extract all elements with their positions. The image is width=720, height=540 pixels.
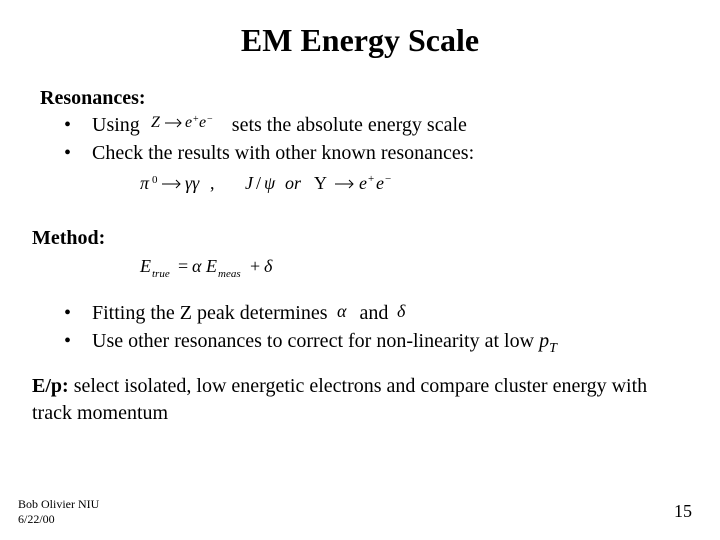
formula-other-resonances: π 0 γγ , J / ψ or Υ e + e − (140, 173, 690, 207)
svg-text:E: E (205, 256, 217, 276)
svg-text:δ: δ (397, 301, 406, 321)
resonances-bullet-2: • Check the results with other known res… (64, 140, 690, 167)
svg-text:,: , (210, 173, 215, 193)
eoverp-section: E/p: select isolated, low energetic elec… (32, 373, 690, 427)
svg-text:−: − (207, 114, 213, 125)
svg-text:δ: δ (264, 256, 273, 276)
svg-text:α: α (192, 256, 202, 276)
bullet-text: Using Z e + e − sets the absolute energy… (92, 112, 690, 140)
svg-text:0: 0 (152, 174, 158, 186)
text-suffix: sets the absolute energy scale (232, 114, 467, 136)
bullet-icon: • (64, 300, 92, 327)
symbol-delta: δ (397, 301, 409, 328)
svg-text:/: / (256, 173, 261, 193)
svg-text:γγ: γγ (185, 173, 200, 193)
svg-text:or: or (285, 173, 302, 193)
text-prefix: Use other resonances to correct for non-… (92, 330, 539, 352)
text-prefix: Fitting the Z peak determines (92, 302, 328, 324)
eoverp-heading: E/p: (32, 375, 69, 397)
method-heading: Method: (32, 225, 690, 252)
svg-text:e: e (199, 114, 206, 131)
symbol-alpha: α (337, 301, 351, 328)
formula-etrue: E true = α E meas + δ (140, 256, 690, 288)
bullet-icon: • (64, 328, 92, 355)
footer-author: Bob Olivier NIU (18, 497, 99, 511)
resonances-bullet-1: • Using Z e + e − sets the absolute ener… (64, 112, 690, 140)
svg-text:E: E (139, 256, 151, 276)
content-area: Resonances: • Using Z e + e − sets the a… (0, 85, 720, 427)
svg-text:+: + (250, 256, 260, 276)
bullet-text: Check the results with other known reson… (92, 140, 690, 167)
svg-text:true: true (152, 268, 170, 280)
footer-author-block: Bob Olivier NIU 6/22/00 (18, 497, 99, 526)
svg-text:e: e (376, 173, 384, 193)
eoverp-text: select isolated, low energetic electrons… (32, 375, 647, 424)
svg-text:J: J (245, 173, 254, 193)
method-bullet-2: • Use other resonances to correct for no… (64, 328, 690, 359)
bullet-text: Use other resonances to correct for non-… (92, 328, 690, 359)
footer-date: 6/22/00 (18, 512, 99, 526)
slide-title: EM Energy Scale (0, 0, 720, 77)
formula-z-to-ee: Z e + e − (151, 113, 221, 140)
text-mid: and (360, 302, 389, 324)
svg-text:e: e (359, 173, 367, 193)
footer-page-number: 15 (674, 501, 692, 522)
bullet-icon: • (64, 112, 92, 139)
method-bullet-1: • Fitting the Z peak determines α and δ (64, 300, 690, 328)
var-p: p (539, 330, 549, 352)
text-prefix: Using (92, 114, 140, 136)
svg-text:Υ: Υ (314, 173, 327, 193)
bullet-icon: • (64, 140, 92, 167)
svg-text:meas: meas (218, 268, 241, 280)
svg-text:π: π (140, 173, 150, 193)
svg-text:ψ: ψ (264, 173, 276, 193)
svg-text:+: + (368, 173, 374, 185)
svg-text:Z: Z (151, 114, 161, 131)
svg-text:α: α (337, 301, 347, 321)
bullet-text: Fitting the Z peak determines α and δ (92, 300, 690, 328)
resonances-heading: Resonances: (40, 85, 690, 112)
var-p-sub: T (549, 341, 557, 356)
svg-text:=: = (178, 256, 188, 276)
svg-text:e: e (185, 114, 192, 131)
svg-text:−: − (385, 173, 391, 185)
